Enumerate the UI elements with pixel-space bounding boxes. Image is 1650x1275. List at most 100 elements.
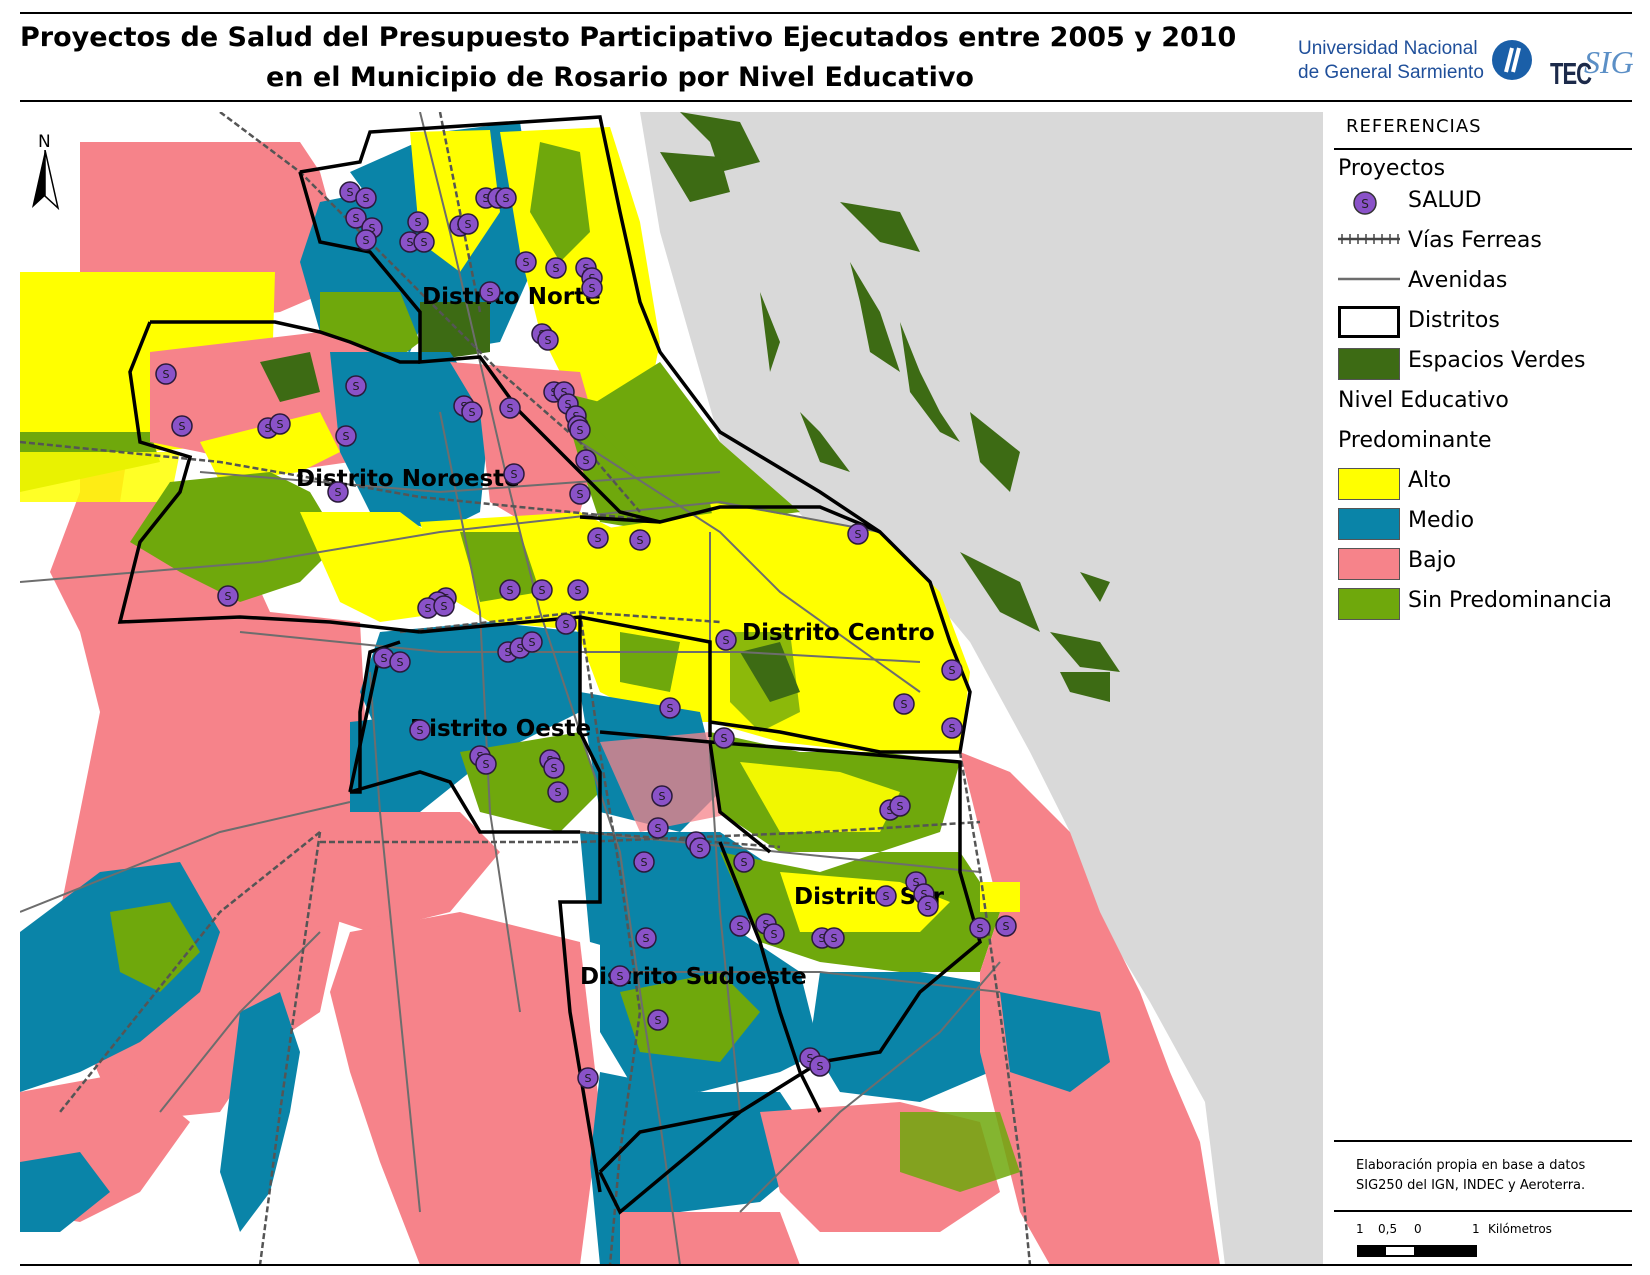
legend-item-districts: Distritos — [1408, 308, 1500, 333]
salud-marker[interactable]: S — [575, 449, 597, 471]
salud-marker[interactable]: S — [537, 329, 559, 351]
salud-marker[interactable]: S — [531, 579, 553, 601]
salud-marker[interactable]: S — [581, 277, 603, 299]
svg-text:S: S — [503, 192, 510, 205]
salud-marker[interactable]: S — [569, 483, 591, 505]
salud-marker[interactable]: S — [345, 375, 367, 397]
legend-title: REFERENCIAS — [1346, 116, 1482, 137]
scale-bar: 1 0,5 0 1 Kilómetros — [1356, 1222, 1626, 1266]
salud-marker[interactable]: S — [457, 213, 479, 235]
salud-marker[interactable]: S — [409, 719, 431, 741]
salud-marker[interactable]: S — [335, 425, 357, 447]
salud-marker[interactable]: S — [609, 965, 631, 987]
legend-level-sin-predominancia: Sin Predominancia — [1408, 588, 1613, 613]
svg-text:S: S — [897, 800, 904, 813]
salud-marker[interactable]: S — [941, 659, 963, 681]
salud-marker[interactable]: S — [269, 413, 291, 435]
district-boundaries — [117, 115, 982, 1215]
source-note-line-1: Elaboración propia en base a datos — [1356, 1158, 1586, 1173]
salud-marker[interactable]: S — [689, 837, 711, 859]
svg-text:S: S — [637, 534, 644, 547]
salud-marker[interactable]: S — [629, 529, 651, 551]
salud-marker[interactable]: S — [659, 697, 681, 719]
salud-marker[interactable]: S — [545, 257, 567, 279]
salud-marker[interactable]: S — [713, 727, 735, 749]
district-label-oeste: Distrito Oeste — [410, 716, 591, 742]
ungs-logo-line-2: de General Sarmiento — [1298, 62, 1484, 83]
salud-marker[interactable]: S — [635, 927, 657, 949]
svg-text:S: S — [925, 900, 932, 913]
salud-marker[interactable]: S — [171, 415, 193, 437]
salud-marker[interactable]: S — [577, 1067, 599, 1089]
salud-marker[interactable]: S — [995, 915, 1017, 937]
salud-marker[interactable]: S — [499, 397, 521, 419]
svg-text:S: S — [1361, 197, 1369, 211]
legend-section-projects: Proyectos — [1338, 156, 1446, 181]
salud-marker[interactable]: S — [889, 795, 911, 817]
legend-level-medio: Medio — [1408, 508, 1475, 533]
salud-marker[interactable]: S — [345, 207, 367, 229]
salud-marker[interactable]: S — [475, 753, 497, 775]
salud-marker[interactable]: S — [515, 251, 537, 273]
salud-marker[interactable]: S — [809, 1055, 831, 1077]
salud-marker[interactable]: S — [875, 885, 897, 907]
salud-marker[interactable]: S — [543, 757, 565, 779]
svg-text:S: S — [225, 590, 232, 603]
salud-marker[interactable]: S — [495, 187, 517, 209]
svg-text:S: S — [163, 368, 170, 381]
salud-marker[interactable]: S — [969, 917, 991, 939]
svg-text:S: S — [577, 424, 584, 437]
svg-text:S: S — [807, 1052, 814, 1065]
salud-marker[interactable]: S — [499, 579, 521, 601]
district-label-norte: Distrito Norte — [422, 284, 601, 310]
svg-text:S: S — [855, 528, 862, 541]
salud-marker[interactable]: S — [941, 717, 963, 739]
salud-marker[interactable]: S — [413, 231, 435, 253]
salud-marker[interactable]: S — [327, 481, 349, 503]
salud-marker-icon: S — [1353, 191, 1377, 215]
svg-text:S: S — [343, 430, 350, 443]
level-medio-swatch-icon — [1338, 508, 1400, 540]
salud-marker[interactable]: S — [569, 419, 591, 441]
svg-text:S: S — [721, 732, 728, 745]
salud-marker[interactable]: S — [763, 923, 785, 945]
salud-marker[interactable]: S — [155, 363, 177, 385]
svg-text:S: S — [901, 698, 908, 711]
svg-text:S: S — [723, 634, 730, 647]
salud-marker[interactable]: S — [355, 187, 377, 209]
salud-marker[interactable]: S — [217, 585, 239, 607]
salud-marker[interactable]: S — [823, 927, 845, 949]
salud-marker[interactable]: S — [587, 527, 609, 549]
salud-marker[interactable]: S — [729, 915, 751, 937]
svg-text:S: S — [553, 262, 560, 275]
svg-text:S: S — [887, 804, 894, 817]
salud-marker[interactable]: S — [389, 651, 411, 673]
salud-marker[interactable]: S — [847, 523, 869, 545]
salud-marker[interactable]: S — [407, 211, 429, 233]
salud-marker[interactable]: S — [503, 463, 525, 485]
salud-marker[interactable]: S — [567, 579, 589, 601]
scale-tick-1-left: 1 — [1356, 1222, 1364, 1236]
salud-marker[interactable]: S — [893, 693, 915, 715]
salud-marker[interactable]: S — [521, 631, 543, 653]
salud-marker[interactable]: S — [733, 851, 755, 873]
map-canvas[interactable]: Distrito Norte Distrito Noroeste Distrit… — [20, 112, 1323, 1265]
svg-text:S: S — [425, 602, 432, 615]
salud-marker[interactable]: S — [555, 613, 577, 635]
svg-text:S: S — [583, 454, 590, 467]
salud-marker[interactable]: S — [355, 229, 377, 251]
svg-text:S: S — [347, 186, 354, 199]
salud-marker[interactable]: S — [917, 895, 939, 917]
salud-marker[interactable]: S — [651, 785, 673, 807]
green-space-swatch-icon — [1338, 348, 1400, 380]
salud-marker[interactable]: S — [633, 851, 655, 873]
salud-marker[interactable]: S — [647, 817, 669, 839]
svg-text:S: S — [577, 488, 584, 501]
salud-marker[interactable]: S — [715, 629, 737, 651]
salud-marker[interactable]: S — [647, 1009, 669, 1031]
salud-marker[interactable]: S — [479, 281, 501, 303]
salud-marker[interactable]: S — [547, 781, 569, 803]
salud-marker[interactable]: S — [433, 595, 455, 617]
legend-level-bajo: Bajo — [1408, 548, 1457, 573]
salud-marker[interactable]: S — [461, 401, 483, 423]
